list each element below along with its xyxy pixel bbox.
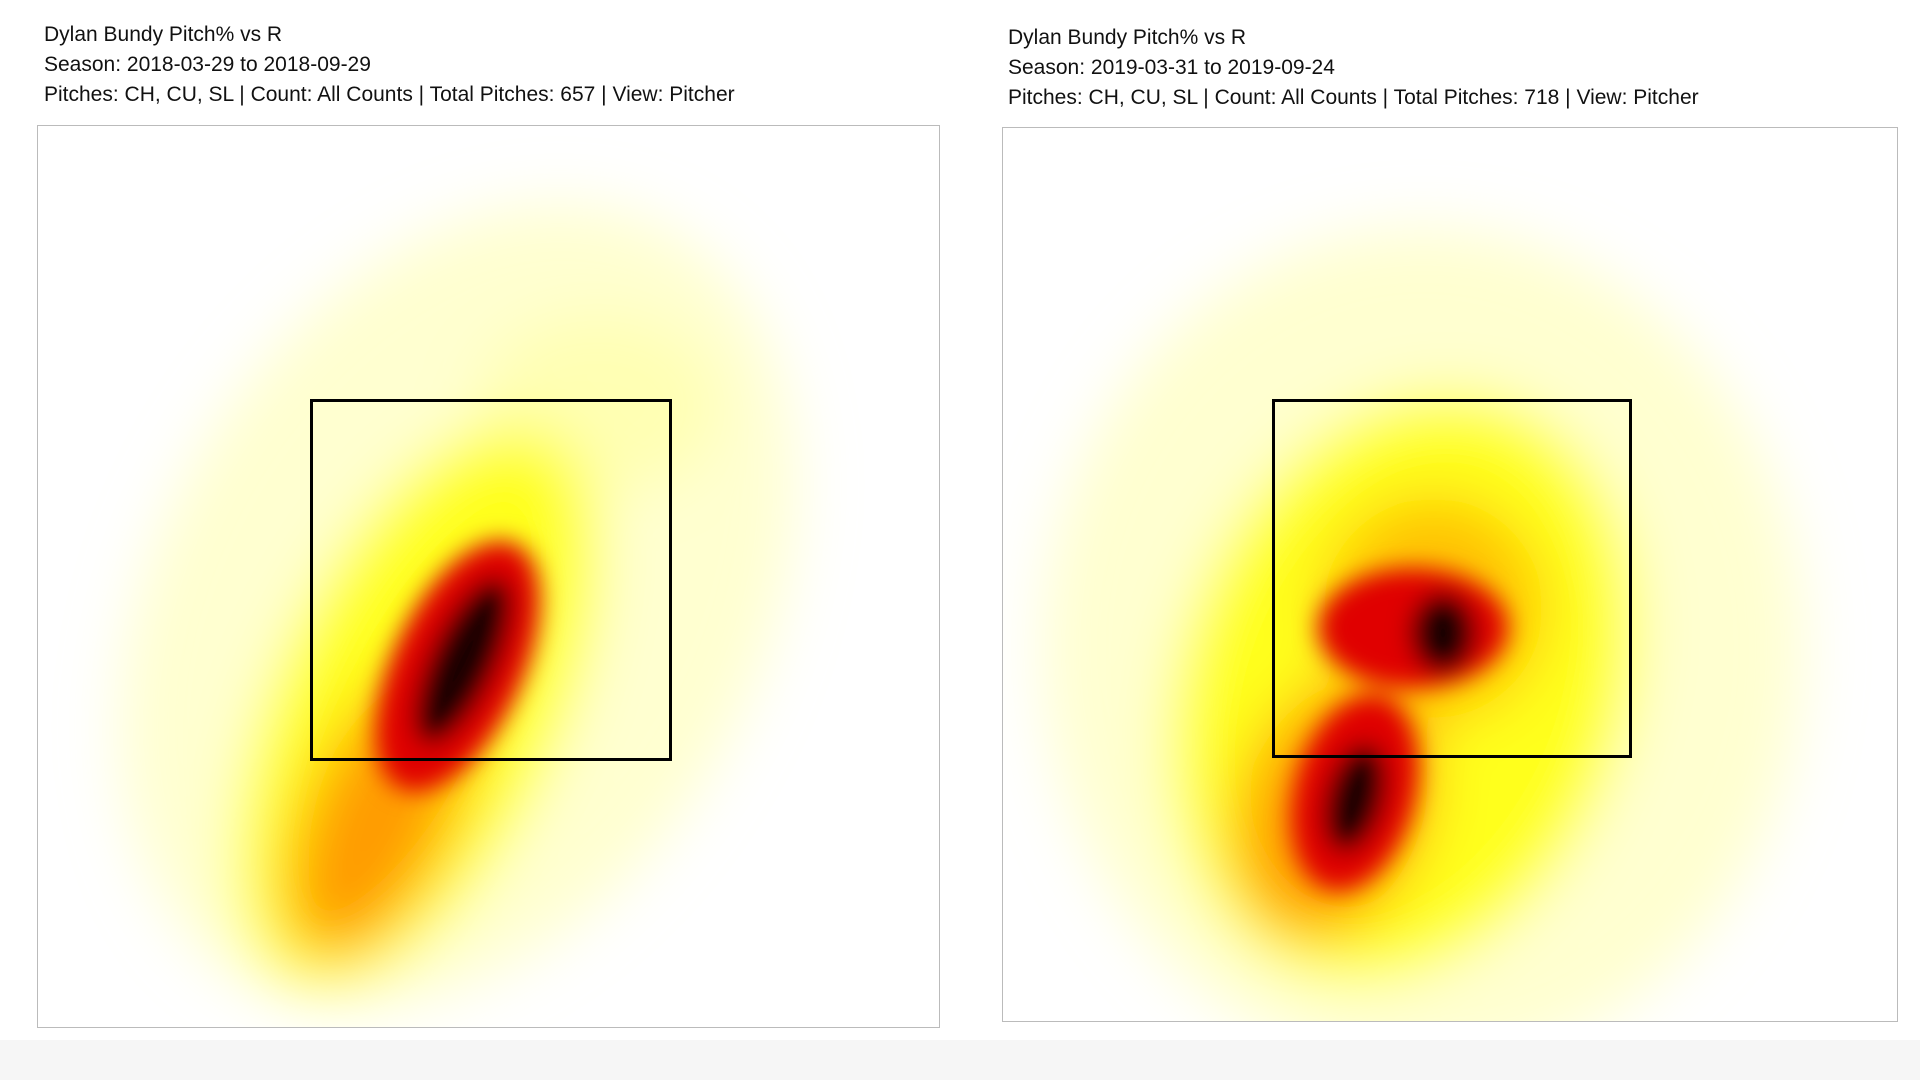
- details: Pitches: CH, CU, SL | Count: All Counts …: [1008, 86, 1699, 109]
- heatmap-image: [120, 204, 796, 1008]
- footer-strip: [0, 1040, 1920, 1080]
- strike-zone: [1272, 399, 1632, 758]
- strike-zone: [310, 399, 672, 761]
- panel-title: Dylan Bundy Pitch% vs R: [44, 23, 283, 46]
- heatmap: [1002, 127, 1898, 1022]
- panel-title: Dylan Bundy Pitch% vs R: [1008, 26, 1247, 49]
- heatmap-image: [1043, 228, 1803, 1021]
- details: Pitches: CH, CU, SL | Count: All Counts …: [44, 83, 735, 106]
- heatmap-panel: Dylan Bundy Pitch% vs R Season: 2018-03-…: [0, 0, 960, 1040]
- heatmap-panel: Dylan Bundy Pitch% vs R Season: 2019-03-…: [960, 0, 1920, 1040]
- heatmap: [37, 125, 940, 1028]
- season: Season: 2019-03-31 to 2019-09-24: [1008, 56, 1335, 79]
- season: Season: 2018-03-29 to 2018-09-29: [44, 53, 371, 76]
